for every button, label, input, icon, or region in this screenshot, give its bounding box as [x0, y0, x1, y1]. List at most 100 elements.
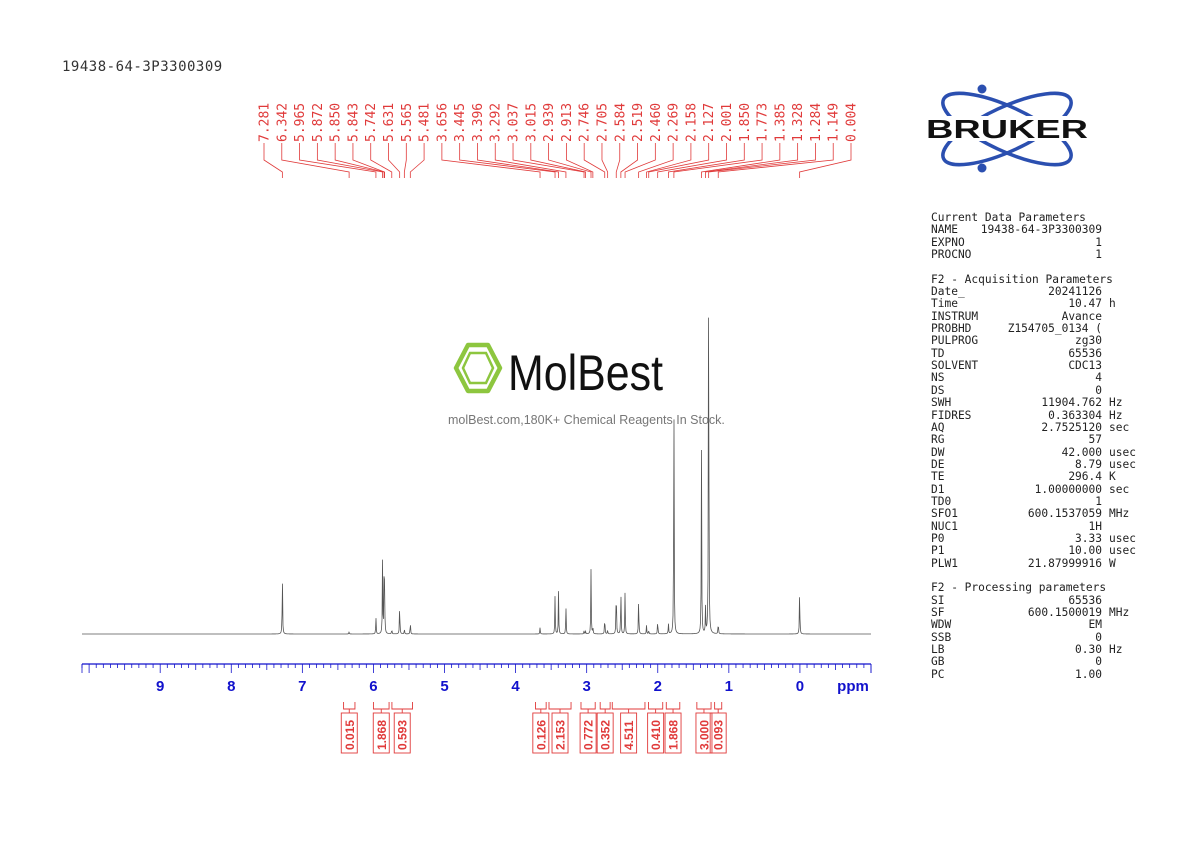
peak-connector: [548, 143, 592, 178]
param-row: PULPROG zg30: [931, 334, 1146, 348]
param-key: P1: [931, 544, 945, 558]
param-key: NUC1: [931, 519, 958, 533]
integral-bracket: [696, 702, 712, 710]
integral-box: [695, 712, 713, 754]
param-row: SSB 0: [931, 631, 1146, 644]
peak-label: 5.843: [346, 103, 361, 142]
peak-connector: [530, 143, 587, 178]
integrals: 0.015 1.868 0.593 0.126 2.153 0.772 0.352 4.511…: [340, 702, 727, 754]
param-key: SFO1: [931, 507, 958, 521]
peak-label: 3.037: [507, 103, 522, 142]
peak-connector: [409, 143, 425, 178]
peak-label: 3.656: [435, 103, 450, 142]
peak-connector: [352, 143, 385, 178]
param-unit: Hz: [1109, 408, 1123, 422]
peak-label: 5.631: [382, 103, 397, 142]
param-value: CDC13: [1068, 359, 1102, 373]
param-unit: K: [1109, 470, 1116, 484]
param-unit: usec: [1109, 457, 1136, 471]
integral-value: 3.000: [697, 720, 711, 750]
param-key: SOLVENT: [931, 359, 979, 373]
param-unit: sec: [1109, 482, 1130, 496]
param-section-title: Current Data Parameters: [931, 211, 1086, 224]
peak-label: 5.872: [311, 103, 326, 142]
param-value: 10.00: [1068, 544, 1102, 558]
peak-connector: [316, 143, 383, 178]
integral-value: 0.015: [343, 720, 357, 750]
integral-value: 0.126: [534, 720, 548, 750]
watermark-brand: MolBest: [508, 345, 663, 401]
param-value: 0: [1095, 655, 1102, 669]
integral-box: [532, 712, 550, 754]
param-value: 4: [1095, 371, 1102, 385]
molbest-watermark: MolBest: [453, 342, 663, 401]
bruker-logo: BRUKER: [924, 84, 1091, 173]
peak-connector: [673, 143, 763, 178]
param-key: Date_: [931, 285, 965, 299]
param-value: zg30: [1075, 334, 1102, 348]
param-unit: MHz: [1109, 507, 1130, 521]
peak-connector: [601, 143, 609, 178]
tick-label: 0: [796, 678, 804, 695]
peak-connector: [648, 143, 710, 178]
peak-label: 6.342: [275, 103, 290, 142]
param-key: INSTRUM: [931, 309, 979, 323]
peak-label: 2.127: [702, 103, 717, 142]
param-unit: usec: [1109, 531, 1136, 545]
tick-label: 2: [654, 678, 662, 695]
param-key: SI: [931, 593, 945, 607]
param-value: Z154705_0134 (: [1007, 322, 1102, 336]
tick-label: 7: [298, 678, 306, 695]
integral-value: 0.772: [582, 720, 596, 750]
peak-connector: [638, 143, 674, 178]
param-key: TD0: [931, 494, 952, 508]
param-key: PLW1: [931, 556, 958, 570]
peak-connector: [701, 143, 781, 178]
integral-bracket: [665, 702, 681, 710]
peak-connector: [299, 143, 377, 178]
integral-box: [393, 712, 411, 754]
param-value: EM: [1088, 618, 1102, 632]
param-row: FIDRES 0.363304 Hz: [931, 408, 1146, 422]
peak-label: 5.481: [418, 103, 433, 142]
param-value: 1: [1095, 235, 1102, 249]
param-unit: h: [1109, 297, 1116, 311]
peak-connector: [441, 143, 541, 178]
peak-label: 1.773: [756, 103, 771, 142]
param-section-title: F2 - Processing parameters: [931, 581, 1107, 595]
param-value: 0.363304: [1048, 408, 1102, 422]
peak-label: 2.460: [649, 103, 664, 142]
tick-label: 8: [227, 678, 235, 695]
integral-value: 1.868: [667, 720, 681, 750]
peak-connector: [620, 143, 638, 178]
param-row: SI 65536: [931, 593, 1146, 607]
peak-connector: [717, 143, 834, 178]
param-row: RG 57: [931, 433, 1146, 446]
param-key: DW: [931, 445, 945, 459]
integral-value: 2.153: [554, 720, 568, 750]
peak-label: 3.292: [489, 103, 504, 142]
param-key: P0: [931, 531, 945, 545]
param-key: WDW: [931, 618, 952, 632]
integral-box: [372, 712, 390, 754]
param-key: NS: [931, 371, 945, 385]
peak-connector: [624, 143, 656, 178]
integral-bracket: [372, 702, 390, 710]
param-row: NS 4: [931, 371, 1146, 385]
param-key: LB: [931, 643, 945, 657]
param-row: AQ 2.7525120 sec: [931, 421, 1146, 434]
integral-bracket: [535, 702, 547, 710]
peak-label: 3.445: [453, 103, 468, 142]
param-key: SF: [931, 606, 945, 619]
param-row: PROCNO 1: [931, 248, 1146, 261]
param-row: P1 10.00 usec: [931, 544, 1146, 558]
peak-connector: [388, 143, 401, 178]
peak-connector: [281, 143, 350, 178]
param-value: 0: [1095, 383, 1102, 397]
param-key: TD: [931, 346, 945, 360]
integral-box: [664, 712, 682, 754]
param-key: PULPROG: [931, 334, 979, 348]
param-unit: usec: [1109, 544, 1136, 558]
param-value: 8.79: [1075, 457, 1102, 471]
